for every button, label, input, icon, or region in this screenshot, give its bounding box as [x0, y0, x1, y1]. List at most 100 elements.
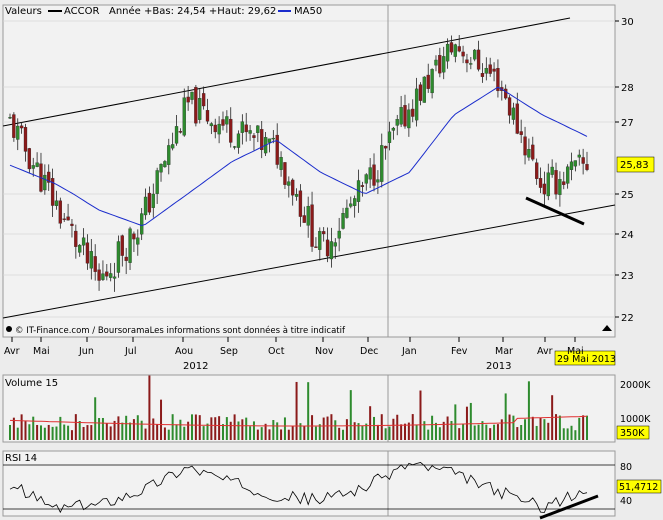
volume-bar: [12, 417, 15, 440]
candle-body: [124, 256, 128, 261]
volume-bar: [334, 420, 337, 440]
candle-body: [66, 216, 70, 221]
rsi-line: [9, 462, 588, 514]
last-rsi-value: 51,4712: [619, 482, 658, 493]
candle-body: [279, 157, 283, 170]
candle-body: [353, 198, 357, 206]
candle-body: [128, 228, 132, 263]
volume-bar: [276, 422, 279, 440]
candle-body: [546, 172, 550, 197]
volume-bar: [264, 423, 267, 440]
volume-bar: [403, 423, 406, 440]
volume-bar: [167, 429, 170, 440]
volume-bar: [132, 419, 135, 440]
x-tick-label: Nov: [315, 346, 334, 357]
volume-bar: [74, 414, 77, 440]
volume-bar: [462, 423, 465, 440]
candle-body: [74, 230, 78, 247]
volume-bar: [361, 425, 364, 440]
candle-body: [47, 171, 51, 183]
candle-body: [302, 215, 306, 223]
candle-body: [535, 162, 539, 179]
volume-bar: [268, 429, 271, 440]
candle-body: [372, 164, 376, 186]
scroll-down-arrow-icon[interactable]: [602, 325, 612, 331]
volume-bar: [431, 415, 434, 440]
candle-body: [318, 231, 322, 250]
candle-body: [515, 103, 519, 134]
candle-body: [81, 237, 86, 246]
price-tick-label: 28: [621, 83, 634, 94]
candle-body: [488, 64, 492, 74]
volume-bar: [287, 429, 290, 440]
volume-tick-2000k: 2000K: [620, 380, 651, 391]
candle-body: [418, 84, 423, 101]
candle-body: [198, 98, 202, 120]
candle-body: [221, 119, 225, 126]
candle-body: [325, 239, 330, 257]
candle-body: [411, 108, 415, 117]
volume-bar: [299, 423, 302, 440]
candle-body: [565, 166, 570, 184]
volume-bar: [543, 419, 546, 440]
candle-body: [186, 96, 190, 103]
candle-body: [519, 131, 523, 135]
candle-body: [314, 246, 318, 248]
volume-bar: [353, 422, 356, 440]
ma50-legend-label: MA50: [294, 6, 322, 17]
candle-body: [287, 181, 291, 186]
candle-body: [50, 178, 55, 206]
candle-body: [337, 230, 341, 239]
volume-bar: [94, 397, 97, 440]
candle-body: [380, 145, 384, 182]
lower-trendline: [2, 204, 616, 319]
candle-body: [465, 59, 469, 64]
volume-bar: [39, 425, 42, 440]
candle-body: [283, 162, 287, 185]
candle-body: [229, 118, 233, 143]
candle-body: [294, 194, 299, 197]
volume-bar: [198, 415, 201, 440]
candle-body: [163, 161, 167, 168]
candle-body: [35, 162, 39, 167]
volume-bars: [9, 375, 588, 440]
volume-bar: [109, 426, 112, 440]
candle-body: [151, 193, 155, 208]
volume-bar: [570, 425, 573, 440]
x-tick-label: Jul: [124, 346, 136, 357]
volume-bar: [113, 420, 116, 440]
candle-body: [298, 190, 303, 217]
candle-body: [205, 110, 210, 122]
candle-body: [496, 68, 500, 92]
candle-body: [414, 88, 419, 121]
rsi-panel: RSI 14 80 40 51,4712: [2, 450, 662, 520]
volume-bar: [98, 418, 101, 440]
candle-body: [201, 93, 206, 107]
candle-body: [322, 231, 326, 235]
last-volume-value: 350K: [620, 428, 645, 439]
volume-bar: [291, 425, 294, 440]
volume-bar: [191, 414, 194, 440]
candle-body: [434, 59, 438, 66]
volume-bar: [582, 415, 585, 440]
candle-body: [19, 125, 24, 129]
divergence-line-price: [525, 196, 585, 226]
candle-body: [132, 233, 136, 240]
candle-body: [27, 148, 32, 170]
volume-bar: [357, 423, 360, 440]
volume-bar: [562, 428, 565, 440]
candle-body: [101, 273, 105, 280]
candle-body: [391, 127, 396, 131]
volume-bar: [9, 424, 11, 440]
volume-bar: [121, 422, 124, 440]
candle-body: [252, 135, 256, 138]
candle-body: [480, 73, 485, 77]
volume-bar: [574, 430, 577, 440]
candle-body: [143, 196, 148, 216]
candle-body: [542, 183, 547, 195]
price-tick-label: 23: [621, 271, 634, 282]
volume-bar: [493, 424, 496, 440]
volume-bar: [160, 399, 163, 440]
candle-body: [112, 276, 117, 279]
last-date-badge: [554, 350, 616, 366]
